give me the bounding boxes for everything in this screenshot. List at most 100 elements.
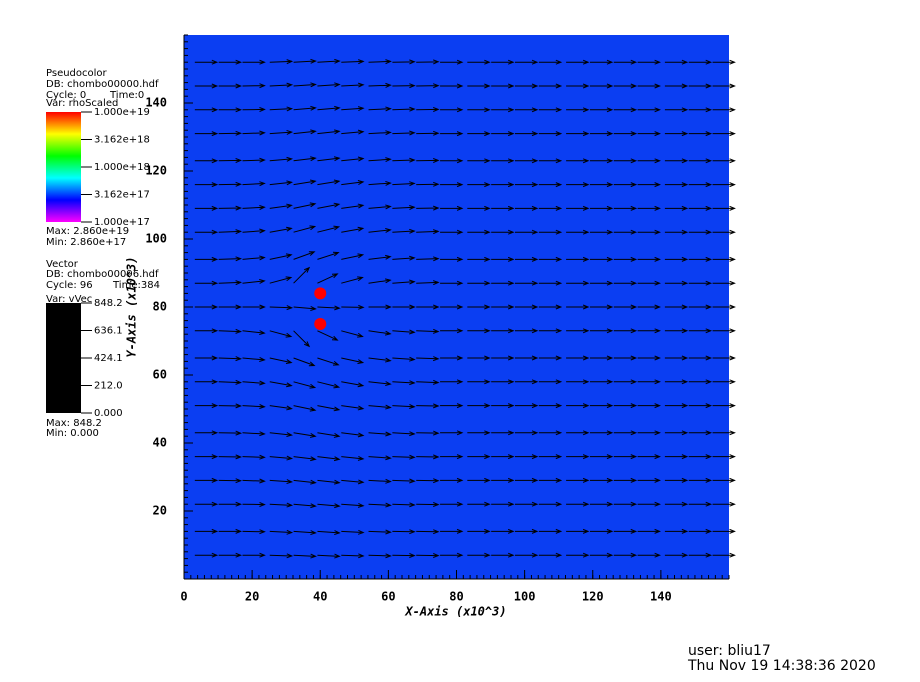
x-tick-label: 140 bbox=[650, 590, 672, 604]
vector-arrow bbox=[467, 454, 491, 460]
vector-arrow bbox=[688, 501, 713, 507]
vector-arrow bbox=[712, 454, 736, 460]
vector-arrow bbox=[566, 477, 590, 483]
vector-arrow bbox=[566, 379, 590, 385]
user: user: bliu17 bbox=[688, 643, 771, 659]
vector-arrow bbox=[392, 205, 416, 210]
vector-arrow bbox=[416, 280, 440, 286]
vector-arrow bbox=[368, 404, 392, 410]
vector-arrow bbox=[589, 304, 614, 310]
vector-arrow bbox=[515, 355, 539, 361]
vector-arrow bbox=[467, 256, 491, 262]
vector-arrow bbox=[341, 529, 365, 535]
vector-arrow bbox=[341, 156, 365, 162]
vector-arrow bbox=[242, 228, 266, 234]
vector-arrow bbox=[317, 479, 341, 485]
vector-arrow bbox=[515, 454, 539, 460]
vector-arrow bbox=[538, 182, 563, 188]
vector-arrow bbox=[440, 131, 464, 137]
vector-arrow bbox=[242, 181, 266, 187]
vector-arrow bbox=[515, 477, 539, 483]
vector-arrow bbox=[637, 131, 661, 137]
vector-arrow bbox=[538, 328, 563, 334]
vector-arrow bbox=[515, 280, 539, 286]
vector-arrow bbox=[269, 253, 293, 260]
vector-arrow bbox=[566, 528, 590, 534]
vector-arrow bbox=[194, 59, 219, 65]
vector-colorbar bbox=[46, 303, 81, 413]
legend-db: DB: chombo00000.hdf bbox=[46, 79, 159, 90]
vector-arrow bbox=[637, 328, 661, 334]
vector-arrow bbox=[664, 430, 689, 436]
vector-arrow bbox=[269, 203, 293, 209]
vector-arrow bbox=[467, 355, 491, 361]
vector-arrow bbox=[341, 330, 364, 338]
x-tick-label: 60 bbox=[381, 590, 395, 604]
vector-arrow bbox=[392, 181, 416, 187]
vector-arrow bbox=[218, 528, 243, 534]
vector-arrow bbox=[293, 456, 317, 462]
vector-arrow bbox=[515, 205, 539, 211]
vector-arrow bbox=[341, 502, 365, 508]
vector-arrow bbox=[613, 182, 638, 188]
vector-arrow bbox=[242, 330, 266, 336]
vector-arrow bbox=[589, 229, 614, 235]
x-axis-label: X-Axis (x10^3) bbox=[404, 605, 506, 619]
vector-arrow bbox=[194, 454, 219, 460]
vector-arrow bbox=[293, 503, 317, 509]
vector-arrow bbox=[613, 280, 638, 286]
vector-arrow bbox=[416, 59, 440, 65]
vector-arrow bbox=[194, 229, 219, 235]
vector-arrow bbox=[293, 405, 317, 412]
vector-arrow bbox=[712, 229, 736, 235]
legend-tick-label: 0.000 bbox=[94, 408, 123, 419]
vector-arrow bbox=[341, 357, 365, 364]
vector-arrow bbox=[341, 226, 365, 233]
point bbox=[314, 287, 327, 300]
vector-arrow bbox=[566, 205, 590, 211]
vector-arrow bbox=[566, 454, 590, 460]
vector-arrow bbox=[613, 205, 638, 211]
vector-arrow bbox=[368, 502, 392, 508]
vector-arrow bbox=[712, 328, 736, 334]
vector-arrow bbox=[467, 501, 491, 507]
vector-arrow bbox=[194, 107, 219, 113]
legend-tick-label: 212.0 bbox=[94, 381, 123, 392]
vector-arrow bbox=[392, 329, 416, 335]
vector-arrow bbox=[566, 403, 590, 409]
vector-arrow bbox=[194, 403, 219, 409]
vector-arrow bbox=[317, 381, 341, 389]
vector-arrow bbox=[467, 403, 491, 409]
vector-arrow bbox=[712, 430, 736, 436]
vector-arrow bbox=[515, 182, 539, 188]
vector-arrow bbox=[712, 552, 736, 558]
vector-arrow bbox=[218, 256, 242, 262]
vector-arrow bbox=[515, 107, 539, 113]
vector-arrow bbox=[368, 204, 392, 210]
vector-arrow bbox=[416, 356, 440, 362]
vector-arrow bbox=[440, 280, 464, 286]
vector-arrow bbox=[242, 205, 266, 210]
x-tick-label: 20 bbox=[245, 590, 259, 604]
vector-arrow bbox=[392, 431, 416, 437]
vector-arrow bbox=[637, 280, 661, 286]
vector-arrow bbox=[416, 379, 440, 385]
vector-arrow bbox=[712, 158, 736, 164]
vector-arrow bbox=[440, 304, 464, 310]
vector-arrow bbox=[293, 381, 317, 389]
vector-arrow bbox=[317, 58, 341, 64]
vector-arrow bbox=[491, 379, 515, 385]
vector-arrow bbox=[613, 107, 638, 113]
vector-arrow bbox=[269, 502, 294, 508]
legend-min: Min: 2.860e+17 bbox=[46, 237, 126, 248]
vector-arrow bbox=[589, 83, 614, 89]
vector-arrow bbox=[392, 279, 416, 285]
vector-arrow bbox=[566, 229, 590, 235]
vector-arrow bbox=[613, 83, 638, 89]
vector-arrow bbox=[392, 380, 416, 386]
x-tick-label: 100 bbox=[514, 590, 536, 604]
vector-arrow bbox=[368, 304, 392, 310]
vector-arrow bbox=[491, 107, 515, 113]
vector-arrow bbox=[194, 131, 219, 137]
vector-arrow bbox=[218, 356, 242, 362]
